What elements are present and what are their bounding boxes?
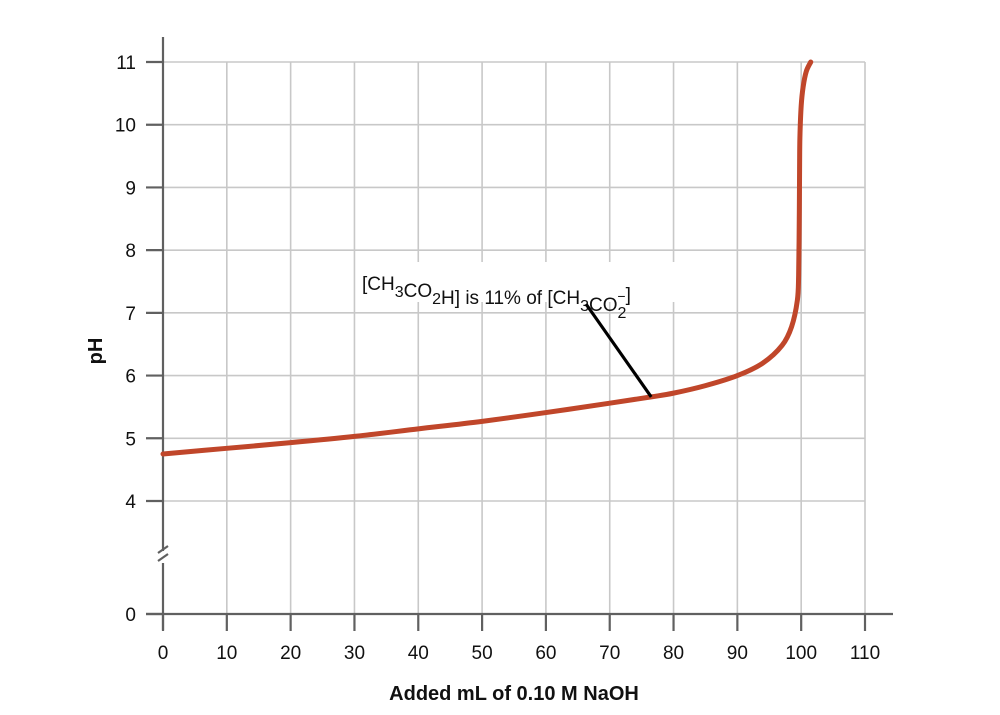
x-tick-label: 30 — [344, 643, 365, 664]
y-tick-label: 0 — [125, 605, 136, 626]
axis-break-icon — [157, 553, 169, 562]
x-tick-label: 80 — [663, 643, 684, 664]
y-tick-label: 9 — [125, 178, 136, 199]
y-tick-label: 11 — [116, 53, 136, 74]
annotation-background — [356, 262, 726, 302]
titration-curve — [160, 59, 814, 457]
y-tick-label: 4 — [125, 492, 136, 513]
annotation: [CH3CO2H] is 11% of [CH3CO2−] — [356, 262, 726, 398]
tick-labels: 0 10 20 30 40 50 60 70 80 90 100 110 0 4 5 6 7 8 9 10 11 — [115, 53, 880, 664]
x-tick-label: 50 — [472, 643, 493, 664]
x-tick-label: 60 — [535, 643, 556, 664]
x-tick-label: 10 — [216, 643, 237, 664]
y-tick-label: 7 — [125, 304, 136, 325]
y-tick-label: 5 — [125, 429, 136, 450]
axis-break-icon — [157, 545, 169, 554]
x-tick-label: 0 — [158, 643, 169, 664]
x-tick-label: 90 — [727, 643, 748, 664]
x-tick-label: 100 — [785, 643, 817, 664]
y-tick-label: 8 — [125, 241, 136, 262]
grid-lines — [163, 61, 866, 614]
annotation-leader-line — [584, 303, 653, 398]
x-tick-label: 20 — [280, 643, 301, 664]
x-tick-label: 40 — [408, 643, 429, 664]
annotation-label: [CH3CO2H] is 11% of [CH3CO2−] — [362, 274, 631, 322]
y-axis-title: pH — [85, 338, 107, 365]
x-tick-label: 110 — [850, 643, 880, 664]
y-tick-label: 10 — [115, 116, 136, 137]
axes — [146, 37, 893, 631]
x-axis-title: Added mL of 0.10 M NaOH — [389, 683, 639, 705]
y-tick-label: 6 — [125, 367, 136, 388]
x-tick-label: 70 — [599, 643, 620, 664]
data-series — [160, 59, 814, 457]
